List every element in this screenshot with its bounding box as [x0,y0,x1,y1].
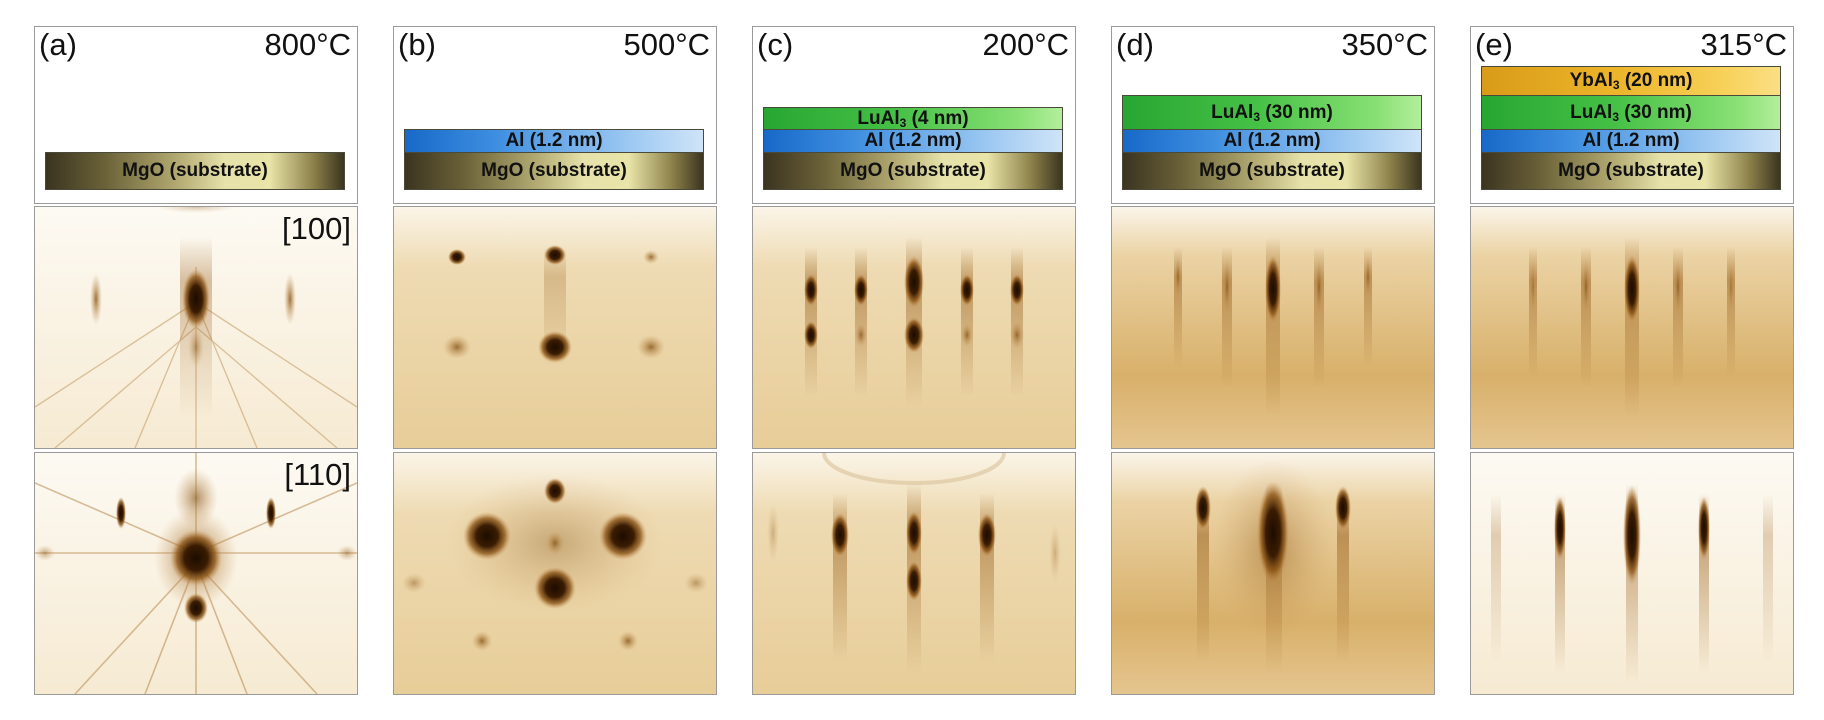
rheed-d-100 [1111,206,1435,449]
temperature-label-c: 200°C [982,27,1069,62]
rheed-pattern-e-110 [1471,453,1793,694]
temperature-label-a: 800°C [264,27,351,62]
rheed-pattern-d-100 [1112,207,1434,448]
rheed-b-100 [393,206,717,449]
schematic-e: (e) 315°C YbAl3 (20 nm) LuAl3 (30 nm) Al… [1470,26,1794,204]
rheed-a-100: [100] [34,206,358,449]
layer-thickness: (30 nm) [1619,102,1692,123]
layer-ybal3: YbAl3 (20 nm) [1481,66,1781,96]
layer-subscript: 3 [899,116,907,130]
direction-label-110: [110] [284,457,351,492]
panel-label-e: (e) [1475,27,1513,62]
layer-formula: LuAl [1211,102,1254,123]
layer-thickness: (20 nm) [1619,70,1693,91]
temperature-label-e: 315°C [1700,27,1787,62]
panel-label-d: (d) [1116,27,1154,62]
layer-subscript: 3 [1612,110,1620,124]
layer-lual3: LuAl3 (4 nm) [763,107,1063,131]
rheed-pattern-d-110 [1112,453,1434,694]
rheed-pattern-b-110 [394,453,716,694]
rheed-pattern-a-100 [35,207,357,448]
layer-subscript: 3 [1612,78,1620,92]
layer-mgo: MgO (substrate) [45,152,345,190]
direction-label-100: [100] [282,211,351,246]
rheed-pattern-c-100 [753,207,1075,448]
panel-label-b: (b) [398,27,436,62]
layer-mgo: MgO (substrate) [1122,152,1422,190]
rheed-c-110 [752,452,1076,695]
rheed-e-110 [1470,452,1794,695]
layer-mgo: MgO (substrate) [763,152,1063,190]
layer-lual3: LuAl3 (30 nm) [1122,95,1422,131]
rheed-e-100 [1470,206,1794,449]
layer-formula: YbAl [1569,70,1613,91]
layer-mgo: MgO (substrate) [404,152,704,190]
layer-lual3: LuAl3 (30 nm) [1481,95,1781,131]
rheed-b-110 [393,452,717,695]
rheed-d-110 [1111,452,1435,695]
schematic-a: (a) 800°C MgO (substrate) [34,26,358,204]
temperature-label-d: 350°C [1341,27,1428,62]
layer-al: Al (1.2 nm) [763,129,1063,153]
rheed-pattern-e-100 [1471,207,1793,448]
layer-al: Al (1.2 nm) [404,129,704,153]
schematic-c: (c) 200°C LuAl3 (4 nm) Al (1.2 nm) MgO (… [752,26,1076,204]
layer-mgo: MgO (substrate) [1481,152,1781,190]
rheed-pattern-b-100 [394,207,716,448]
panel-label-c: (c) [757,27,794,62]
layer-formula: LuAl [1570,102,1613,123]
rheed-pattern-c-110 [753,453,1075,694]
layer-formula: LuAl [857,108,900,129]
temperature-label-b: 500°C [623,27,710,62]
layer-al: Al (1.2 nm) [1122,129,1422,153]
schematic-d: (d) 350°C LuAl3 (30 nm) Al (1.2 nm) MgO … [1111,26,1435,204]
layer-subscript: 3 [1253,110,1261,124]
rheed-c-100 [752,206,1076,449]
layer-thickness: (4 nm) [906,108,969,129]
rheed-pattern-a-110 [35,453,357,694]
schematic-b: (b) 500°C Al (1.2 nm) MgO (substrate) [393,26,717,204]
panel-label-a: (a) [39,27,77,62]
rheed-a-110: [110] [34,452,358,695]
layer-thickness: (30 nm) [1260,102,1333,123]
layer-al: Al (1.2 nm) [1481,129,1781,153]
